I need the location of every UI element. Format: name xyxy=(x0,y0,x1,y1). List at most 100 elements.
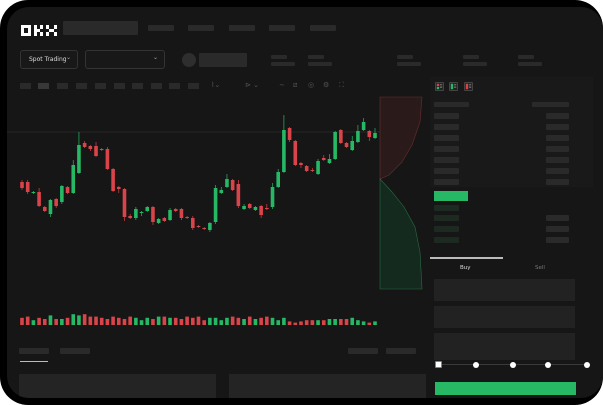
bid-price[interactable] xyxy=(434,237,459,243)
volume-bar xyxy=(105,319,110,325)
candle-body xyxy=(339,130,343,143)
buy-button[interactable] xyxy=(435,382,576,395)
interval-button-active[interactable] xyxy=(38,83,49,89)
candle-body xyxy=(48,200,53,214)
ask-price[interactable] xyxy=(434,157,459,163)
nav-item-5[interactable] xyxy=(310,25,336,31)
tab-open-orders[interactable] xyxy=(19,348,49,354)
chart-type-icon[interactable]: ⌇⌄ xyxy=(211,81,221,89)
slider-handle[interactable] xyxy=(435,361,442,368)
ask-amount[interactable] xyxy=(546,146,569,152)
candle-body xyxy=(179,209,184,218)
ask-amount[interactable] xyxy=(546,135,569,141)
candlestick-chart[interactable] xyxy=(7,7,603,398)
candle-body xyxy=(82,143,87,147)
candle-body xyxy=(77,145,81,173)
bid-price[interactable] xyxy=(434,215,459,221)
fullscreen-icon[interactable]: ⛶ xyxy=(339,81,344,89)
volume-bar xyxy=(242,319,246,325)
ask-amount[interactable] xyxy=(546,179,569,185)
interval-button[interactable] xyxy=(57,83,68,89)
candle-body xyxy=(213,188,218,222)
interval-button[interactable] xyxy=(188,83,199,89)
slider-stop-75[interactable] xyxy=(545,362,551,368)
ruler-icon[interactable]: ⧄ xyxy=(293,81,298,89)
slider-stop-50[interactable] xyxy=(510,362,516,368)
volume-bar xyxy=(48,315,53,325)
both-sides-icon[interactable] xyxy=(435,82,444,91)
ask-amount[interactable] xyxy=(546,124,569,130)
depth-bids-area xyxy=(379,178,423,290)
price-input[interactable] xyxy=(434,279,575,301)
candle-body xyxy=(196,226,201,227)
volume-bar xyxy=(230,316,235,325)
pair-dropdown[interactable]: ⌄ xyxy=(85,50,165,69)
interval-button[interactable] xyxy=(95,83,106,89)
candle-body xyxy=(247,204,252,208)
candle-body xyxy=(173,209,178,211)
asks-only-icon[interactable] xyxy=(464,82,473,91)
volume-bar xyxy=(168,317,172,325)
volume-bar xyxy=(179,319,184,325)
nav-item-2[interactable] xyxy=(188,25,214,31)
camera-icon[interactable]: ◎ xyxy=(308,81,315,89)
candle-body xyxy=(270,187,275,207)
interval-button[interactable] xyxy=(132,83,143,89)
indicator-icon[interactable]: ⊳ ⌄ xyxy=(245,81,259,89)
filter-button[interactable] xyxy=(348,348,378,354)
okx-logo[interactable] xyxy=(21,25,57,36)
nav-item-1[interactable] xyxy=(148,25,174,31)
interval-button[interactable] xyxy=(151,83,162,89)
amount-input[interactable] xyxy=(434,306,575,328)
ask-price[interactable] xyxy=(434,135,459,141)
tab-buy[interactable]: Buy xyxy=(460,265,471,271)
ask-price[interactable] xyxy=(434,113,459,119)
tab-order-history[interactable] xyxy=(60,348,90,354)
tab-sell[interactable]: Sell xyxy=(535,265,545,271)
bid-price[interactable] xyxy=(434,205,459,211)
line-tool-icon[interactable]: ∼ xyxy=(279,81,285,89)
last-price-badge xyxy=(434,191,468,201)
nav-item-4[interactable] xyxy=(269,25,295,31)
candle-body xyxy=(60,186,64,202)
interval-button[interactable] xyxy=(76,83,87,89)
volume-bar xyxy=(208,317,212,325)
interval-button[interactable] xyxy=(114,83,125,89)
ask-amount[interactable] xyxy=(546,157,569,163)
bid-amount[interactable] xyxy=(546,215,569,221)
bid-amount[interactable] xyxy=(546,237,569,243)
candle-body xyxy=(134,209,138,218)
candle-body xyxy=(321,158,326,160)
volume-bar xyxy=(20,317,24,325)
interval-button[interactable] xyxy=(169,83,180,89)
bids-only-icon[interactable] xyxy=(449,82,458,91)
trading-mode-dropdown[interactable]: Spot Trading ⌄ xyxy=(20,50,78,69)
search-bar[interactable] xyxy=(63,21,138,35)
ask-amount[interactable] xyxy=(546,113,569,119)
slider-stop-100[interactable] xyxy=(584,362,590,368)
bid-amount[interactable] xyxy=(546,226,569,232)
ask-price[interactable] xyxy=(434,146,459,152)
interval-button[interactable] xyxy=(20,83,31,89)
ask-amount[interactable] xyxy=(546,168,569,174)
volume-bar xyxy=(304,320,309,325)
total-input[interactable] xyxy=(434,333,575,360)
volume-bar xyxy=(321,320,326,325)
bid-price[interactable] xyxy=(434,226,459,232)
active-tab-indicator xyxy=(20,361,48,362)
volume-bar xyxy=(253,319,258,325)
candle-body xyxy=(31,192,36,193)
ask-price[interactable] xyxy=(434,179,459,185)
settings-icon[interactable]: ⚙ xyxy=(323,81,330,89)
candle-body xyxy=(88,146,93,149)
slider-stop-25[interactable] xyxy=(473,362,479,368)
nav-item-3[interactable] xyxy=(229,25,255,31)
ask-price[interactable] xyxy=(434,168,459,174)
volume-bar xyxy=(327,319,332,325)
stat-value xyxy=(518,62,542,66)
orderbook-amount-header xyxy=(532,102,569,107)
candle-body xyxy=(20,182,24,188)
view-all-button[interactable] xyxy=(386,348,416,354)
ask-price[interactable] xyxy=(434,124,459,130)
